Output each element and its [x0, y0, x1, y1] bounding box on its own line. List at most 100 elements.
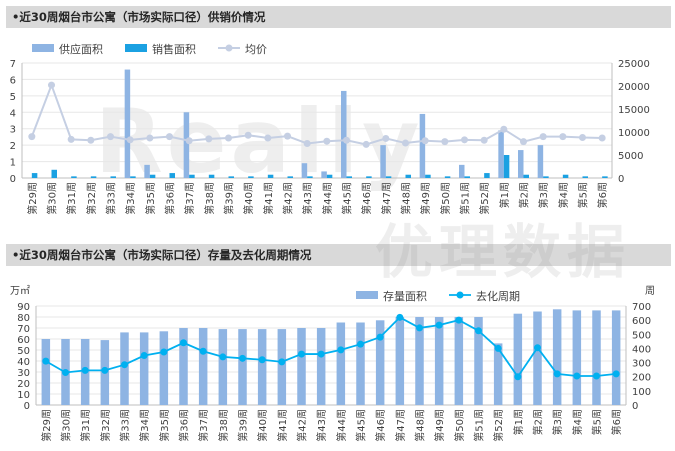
chart1-bar-secondary — [287, 176, 293, 178]
chart2-line-point — [357, 340, 364, 348]
chart1-xtick-label: 第52周 — [478, 182, 491, 215]
chart2-ytick-left: 50 — [17, 346, 30, 357]
chart2-bar-primary — [41, 339, 51, 405]
chart1-bar-primary — [144, 164, 150, 178]
chart1-xtick-label: 第29周 — [26, 182, 39, 215]
chart2-ytick-right: 700 — [632, 302, 651, 313]
chart1-line-point — [559, 133, 567, 141]
chart1-line-point — [67, 135, 75, 143]
chart2-line-point — [239, 354, 246, 362]
chart1-ytick-left: 7 — [10, 59, 16, 70]
chart2-xtick-label: 第44周 — [335, 409, 348, 442]
chart2-bar-primary — [474, 317, 483, 405]
chart2-xtick-label: 第41周 — [276, 409, 289, 442]
chart1-xtick-label: 第5周 — [577, 182, 590, 208]
chart1-legend-label: 均价 — [245, 43, 267, 56]
chart2-xtick-label: 第50周 — [453, 409, 466, 442]
chart1-xtick-label: 第2周 — [518, 182, 531, 208]
chart2-ytick-left: 10 — [17, 390, 30, 401]
chart2-bar-primary — [375, 320, 385, 405]
chart1-xtick-label: 第1周 — [498, 182, 511, 208]
chart2-bar-primary — [533, 311, 542, 405]
chart2-ylabel-left: 万㎡ — [10, 285, 30, 297]
chart1-legend-label: 供应面积 — [59, 42, 103, 56]
chart1-xtick-label: 第45周 — [341, 182, 354, 215]
chart2-ytick-left: 80 — [17, 313, 30, 324]
chart1-xtick-label: 第47周 — [380, 182, 393, 215]
chart2-bar-primary — [120, 332, 129, 405]
chart2-ytick-left: 70 — [17, 324, 30, 335]
chart1-xtick-label: 第33周 — [105, 182, 118, 215]
chart1-bar-primary — [321, 171, 327, 178]
chart2-xtick-label: 第51周 — [473, 409, 486, 442]
chart1-line-point — [579, 134, 586, 142]
chart1-bar-secondary — [405, 174, 411, 178]
chart1-bar-secondary — [503, 155, 510, 178]
chart1-xtick-label: 第39周 — [223, 182, 236, 215]
chart1-bar-secondary — [464, 176, 470, 178]
chart2-ytick-right: 200 — [632, 373, 651, 384]
chart1-ytick-right: 0 — [618, 174, 624, 185]
chart2-line-point — [121, 361, 128, 369]
chart2-ytick-right: 400 — [632, 344, 651, 355]
chart1-bar-secondary — [307, 176, 313, 178]
chart1-bar-secondary — [346, 176, 352, 178]
chart1-bar-secondary — [543, 176, 549, 178]
chart1-bar-secondary — [149, 174, 156, 178]
chart2-line-point — [219, 353, 227, 361]
chart1-bar-primary — [301, 163, 308, 178]
chart2-xtick-label: 第43周 — [315, 409, 328, 442]
chart1-legend-label: 销售面积 — [152, 42, 196, 56]
chart1-xtick-label: 第43周 — [301, 182, 314, 215]
chart2-xtick-label: 第52周 — [492, 409, 505, 442]
chart1-bar-secondary — [523, 174, 529, 178]
chart2-bar-primary — [395, 317, 405, 405]
chart2-xtick-label: 第3周 — [551, 409, 564, 435]
chart1-bar-secondary — [189, 174, 195, 178]
chart1-line-point — [28, 133, 36, 141]
chart2-xtick-label: 第36周 — [178, 409, 191, 442]
chart1-xtick-label: 第32周 — [85, 182, 98, 215]
chart1-ytick-left: 4 — [10, 108, 16, 119]
chart1-xtick-label: 第48周 — [400, 182, 413, 215]
chart2-xtick-label: 第35周 — [158, 409, 171, 442]
chart2-bar-primary — [179, 328, 188, 405]
chart2-ytick-right: 600 — [632, 316, 651, 327]
chart2-line-point — [514, 373, 522, 381]
chart2-bar-primary — [415, 317, 424, 405]
chart2-ylabel-right: 周 — [645, 285, 655, 297]
chart1-xtick-label: 第37周 — [183, 182, 196, 215]
chart1-bar-secondary — [562, 174, 569, 178]
chart1-title-bar: •近30周烟台市公寓（市场实际口径）供销价情况 — [6, 6, 671, 28]
chart2-bar-primary — [297, 328, 306, 405]
chart1-bar-secondary — [228, 176, 234, 178]
chart2-xtick-label: 第38周 — [217, 409, 230, 442]
chart2-bar-primary — [572, 310, 582, 405]
chart1-line-point — [205, 135, 213, 143]
chart1-bar-secondary — [582, 176, 588, 178]
chart2-line-point — [396, 313, 404, 321]
chart1-xtick-label: 第50周 — [439, 182, 452, 215]
chart1-line-point — [146, 134, 154, 142]
chart2-line-point — [258, 356, 266, 364]
chart1-bar-secondary — [169, 173, 175, 178]
chart1-xtick-label: 第41周 — [262, 182, 275, 215]
chart1-bar-secondary — [248, 176, 254, 178]
chart2-bar-primary — [513, 313, 523, 405]
chart1-line-point — [225, 134, 232, 142]
chart1-xtick-label: 第3周 — [537, 182, 550, 208]
chart2-ytick-left: 60 — [17, 335, 30, 346]
chart2-bar-primary — [316, 328, 326, 405]
chart1-line-point — [362, 140, 370, 148]
chart1-bar-secondary — [425, 174, 431, 178]
chart1-xtick-label: 第42周 — [282, 182, 295, 215]
chart1-bar-secondary — [326, 174, 333, 178]
chart1-line-point — [323, 137, 331, 145]
chart1-line-point — [185, 137, 193, 145]
chart2-legend-swatch — [356, 291, 378, 299]
chart1-xtick-label: 第49周 — [419, 182, 432, 215]
chart1-line-point — [539, 133, 547, 141]
chart2-xtick-label: 第42周 — [296, 409, 309, 442]
chart1-ytick-right: 20000 — [618, 82, 650, 93]
chart2-legend-label: 存量面积 — [383, 289, 427, 303]
